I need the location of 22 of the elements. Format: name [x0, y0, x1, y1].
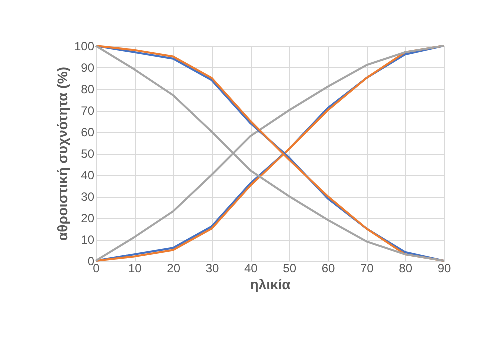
x-tick-label: 40 [244, 262, 258, 276]
x-tick-label: 80 [399, 262, 413, 276]
x-tick-label: 70 [360, 262, 374, 276]
x-tick-label: 20 [167, 262, 181, 276]
y-tick-label: 80 [81, 82, 95, 96]
y-tick-label: 50 [81, 147, 95, 161]
y-tick-label: 20 [81, 212, 95, 226]
y-tick-label: 60 [81, 126, 95, 140]
x-tick-label: 60 [322, 262, 336, 276]
y-tick-label: 30 [81, 190, 95, 204]
x-tick-label: 90 [438, 262, 452, 276]
line-series [95, 45, 445, 262]
y-tick-label: 90 [81, 61, 95, 75]
y-tick-label: 10 [81, 233, 95, 247]
x-axis-title: ηλικία [250, 276, 292, 292]
x-tick-label: 10 [128, 262, 142, 276]
y-tick-label: 40 [81, 168, 95, 182]
x-tick-label: 50 [283, 262, 297, 276]
x-tick-label: 30 [206, 262, 220, 276]
y-tick-label: 70 [81, 104, 95, 118]
y-axis-title: αθροιστική συχνότητα (%) [54, 67, 70, 241]
y-tick-label: 100 [74, 40, 95, 54]
